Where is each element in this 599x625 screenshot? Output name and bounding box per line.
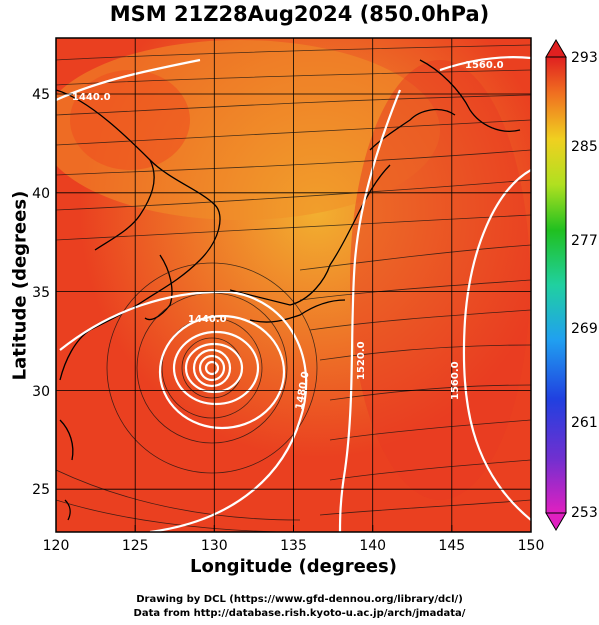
colorbar-tick-label: 277 bbox=[571, 233, 598, 249]
contour-label: 1560.0 bbox=[465, 60, 504, 71]
y-tick-label: 40 bbox=[32, 186, 50, 202]
x-tick-label: 130 bbox=[201, 538, 228, 554]
x-tick-label: 135 bbox=[280, 538, 307, 554]
contour-label: 1440.0 bbox=[188, 314, 227, 325]
y-axis-label: Latitude (degrees) bbox=[9, 190, 31, 381]
map-plot-area: 1440.0 1560.0 1440.0 1520.0 1560.0 1480.… bbox=[56, 38, 531, 532]
x-tick-label: 120 bbox=[43, 538, 70, 554]
y-tick-label: 35 bbox=[32, 285, 50, 301]
colorbar-tick-label: 253 bbox=[571, 505, 598, 521]
colorbar: 293 285 277 269 261 253 bbox=[545, 39, 598, 531]
x-axis: 120 125 130 135 140 145 150 bbox=[43, 525, 545, 554]
contour-label: 1440.0 bbox=[72, 92, 111, 103]
credit-drawing: Drawing by DCL (https://www.gfd-dennou.o… bbox=[136, 594, 463, 605]
y-axis: 25 30 35 40 45 bbox=[32, 87, 50, 498]
y-tick-label: 30 bbox=[32, 384, 50, 400]
page-title: MSM 21Z28Aug2024 (850.0hPa) bbox=[109, 2, 490, 26]
x-axis-label: Longitude (degrees) bbox=[190, 556, 397, 577]
contour-label: 1560.0 bbox=[450, 361, 461, 400]
colorbar-tick-label: 269 bbox=[571, 321, 598, 337]
x-tick-label: 125 bbox=[122, 538, 149, 554]
x-tick-label: 145 bbox=[438, 538, 465, 554]
x-tick-label: 140 bbox=[359, 538, 386, 554]
colorbar-tick-label: 261 bbox=[571, 415, 598, 431]
colorbar-tick-label: 285 bbox=[571, 139, 598, 155]
credit-data-source: Data from http://database.rish.kyoto-u.a… bbox=[133, 608, 466, 619]
colorbar-tick-label: 293 bbox=[571, 50, 598, 66]
lat-lon-grid bbox=[56, 38, 531, 532]
contour-label: 1520.0 bbox=[356, 341, 367, 380]
streamlines bbox=[56, 44, 531, 532]
y-tick-label: 25 bbox=[32, 482, 50, 498]
x-tick-label: 150 bbox=[518, 538, 545, 554]
y-tick-label: 45 bbox=[32, 87, 50, 103]
